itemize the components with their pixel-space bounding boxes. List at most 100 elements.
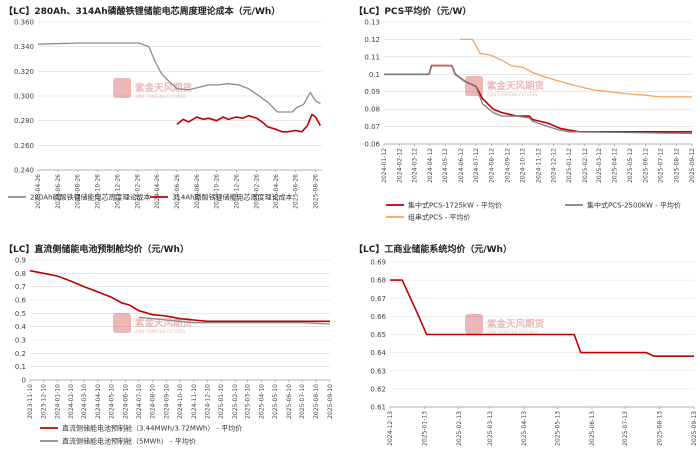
x-tick-label: 2025-08-13	[657, 411, 664, 446]
x-tick-label: 2024-08-26	[194, 174, 201, 209]
x-tick-label: 2025-06-26	[293, 174, 300, 209]
x-tick-label: 2025-04-26	[273, 174, 280, 209]
watermark-subtext: ZIJIN TIANFENG FUTURES	[487, 92, 538, 97]
x-tick-label: 2024-02-10	[68, 384, 75, 419]
y-tick-label: 0.08	[364, 106, 380, 114]
x-tick-label: 2024-11-12	[535, 148, 542, 183]
x-tick-label: 2025-01-13	[421, 411, 428, 446]
series-line-0	[384, 64, 692, 133]
y-tick-label: 0.360	[14, 19, 34, 27]
watermark-subtext: ZIJIN TIANFENG FUTURES	[135, 329, 186, 334]
watermark-text: 紫金天风期货	[487, 80, 545, 92]
pcs-price-chart: 0.06 0.07 0.08 0.09 0.1 0.11 0.12 0.13 2024-01-1…	[364, 19, 696, 222]
x-tick-label: 2025-05-13	[555, 411, 562, 446]
x-tick-label: 2023-04-26	[35, 174, 42, 209]
y-tick-label: 0.63	[370, 367, 386, 375]
y-tick-label: 0.1	[369, 71, 380, 79]
x-tick-label: 2024-11-10	[191, 384, 198, 419]
y-tick-label: 0.240	[14, 167, 34, 175]
y-tick-label: 0.11	[364, 53, 380, 61]
legend-label: 280Ah磷酸铁锂储能电芯周度理论成本	[30, 193, 151, 202]
x-tick-label: 2024-01-12	[381, 148, 388, 183]
x-tick-label: 2025-04-10	[258, 384, 265, 419]
x-tick-label: 2025-07-12	[658, 148, 665, 183]
x-tick-label: 2025-09-12	[689, 148, 696, 183]
x-tick-label: 2024-12-12	[550, 148, 557, 183]
x-tick-label: 2023-12-26	[114, 174, 121, 209]
y-tick-label: 0.300	[14, 93, 34, 101]
y-tick-label: 0.1	[15, 363, 26, 371]
x-tick-label: 2024-01-10	[54, 384, 61, 419]
series-line-2	[459, 38, 692, 98]
y-tick-label: 0.3	[15, 337, 26, 345]
x-tick-label: 2024-04-26	[154, 174, 161, 209]
legend-label: 组串式PCS - 平均价	[408, 213, 471, 222]
series-line-1	[384, 64, 693, 135]
y-tick-label: 0.09	[364, 88, 380, 96]
y-tick-label: 0.67	[370, 295, 386, 303]
y-tick-label: 0.69	[370, 259, 386, 267]
x-tick-label: 2025-09-13	[691, 411, 698, 446]
x-tick-label: 2024-02-26	[135, 174, 142, 209]
x-tick-label: 2025-03-10	[245, 384, 252, 419]
x-tick-label: 2023-10-26	[95, 174, 102, 209]
x-tick-label: 2025-03-13	[487, 411, 494, 446]
legend-label: 直流侧储能电池预制舱（5MWh） - 平均价	[62, 437, 196, 446]
x-tick-label: 2025-08-12	[673, 148, 680, 183]
x-tick-label: 2024-06-12	[458, 148, 465, 183]
x-tick-label: 2025-04-13	[521, 411, 528, 446]
x-tick-label: 2025-07-13	[622, 411, 629, 446]
y-tick-label: 0.340	[14, 43, 34, 51]
chart-title: 【LC】直流侧储能电池预制舱均价（元/Wh）	[4, 245, 189, 255]
x-tick-label: 2024-08-10	[150, 384, 157, 419]
y-tick-label: 0	[22, 377, 26, 385]
y-tick-label: 0.4	[15, 323, 27, 331]
chart-title: 【LC】工商业储能系统均价（元/Wh）	[354, 245, 512, 255]
y-tick-label: 0.07	[364, 123, 380, 131]
ci-storage-panel: 【LC】工商业储能系统均价（元/Wh） 0.61 0.62 0.63 0.64 0.65…	[350, 238, 700, 453]
y-tick-label: 0.64	[370, 349, 386, 357]
x-tick-label: 2025-05-10	[272, 384, 279, 419]
x-tick-label: 2024-05-10	[108, 384, 115, 419]
ci-storage-chart: 0.61 0.62 0.63 0.64 0.65 0.66 0.67 0.68 0.69 2024…	[370, 259, 698, 446]
x-tick-label: 2025-03-12	[596, 148, 603, 183]
x-tick-label: 2025-02-10	[232, 384, 239, 419]
x-tick-label: 2024-07-10	[136, 384, 143, 419]
x-tick-label: 2025-07-10	[299, 384, 306, 419]
y-tick-label: 0.6	[15, 297, 27, 305]
watermark-subtext: ZIJIN TIANFENG FUTURES	[135, 94, 186, 99]
y-tick-label: 0.65	[370, 331, 386, 339]
cell-cost-panel: 【LC】280Ah、314Ah磷酸铁锂储能电芯周度理论成本（元/Wh） 0.24…	[0, 0, 350, 226]
chart-title: 【LC】280Ah、314Ah磷酸铁锂储能电芯周度理论成本（元/Wh）	[4, 7, 281, 17]
x-tick-label: 2024-06-26	[174, 174, 181, 209]
x-tick-label: 2025-06-12	[642, 148, 649, 183]
pcs-price-panel: 【LC】PCS平均价（元/W） 0.06 0.07 0.08 0.09 0.1 0.11 0…	[350, 0, 700, 226]
x-tick-label: 2023-12-10	[40, 384, 47, 419]
legend-label: 314Ah磷酸铁锂储能电芯周度理论成本	[172, 193, 293, 202]
x-tick-label: 2024-03-12	[411, 148, 418, 183]
x-tick-label: 2025-01-10	[218, 384, 225, 419]
x-tick-label: 2025-06-10	[286, 384, 293, 419]
x-tick-label: 2024-05-12	[442, 148, 449, 183]
x-tick-label: 2023-08-26	[75, 174, 82, 209]
watermark-text: 紫金天风期货	[135, 317, 193, 329]
y-tick-label: 0.62	[370, 385, 386, 393]
watermark-seal	[113, 313, 131, 333]
x-tick-label: 2025-09-10	[327, 384, 334, 419]
y-tick-label: 0.06	[364, 141, 380, 149]
y-tick-label: 0.7	[15, 283, 26, 291]
x-tick-label: 2024-09-12	[504, 148, 511, 183]
y-tick-label: 0.8	[15, 270, 26, 278]
x-tick-label: 2024-10-12	[520, 148, 527, 183]
x-tick-label: 2025-02-13	[456, 411, 463, 446]
x-tick-label: 2023-11-10	[27, 384, 34, 419]
y-tick-label: 0.280	[14, 117, 34, 125]
x-tick-label: 2024-10-10	[177, 384, 184, 419]
x-tick-label: 2025-04-12	[612, 148, 619, 183]
x-tick-label: 2024-04-12	[427, 148, 434, 183]
x-tick-label: 2024-02-12	[397, 148, 404, 183]
series-line-0	[37, 42, 321, 113]
x-tick-label: 2025-01-12	[566, 148, 573, 183]
